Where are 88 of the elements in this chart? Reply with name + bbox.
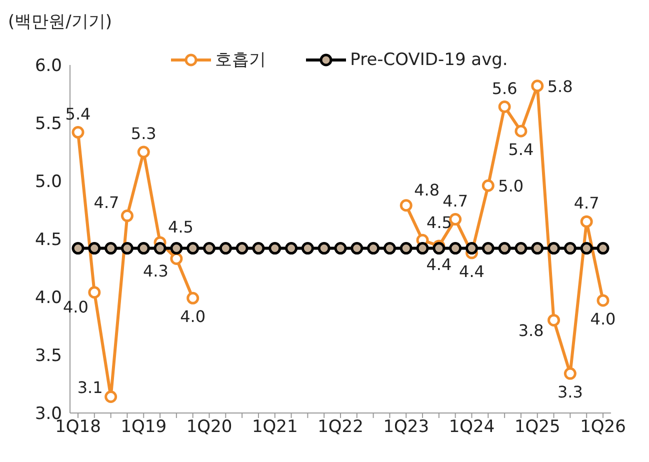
y-tick-label: 5.0 xyxy=(34,172,62,192)
point xyxy=(514,124,528,138)
point xyxy=(252,242,265,255)
x-tick-label: 1Q26 xyxy=(580,417,626,438)
point xyxy=(416,242,429,255)
point xyxy=(514,242,528,255)
point xyxy=(498,242,511,255)
data-label: 3.8 xyxy=(518,321,544,340)
x-tick-label: 1Q22 xyxy=(318,417,364,438)
point xyxy=(120,242,134,255)
x-tick-label: 1Q19 xyxy=(120,417,167,438)
data-label: 4.7 xyxy=(442,191,468,210)
point xyxy=(137,146,150,158)
data-label: 5.3 xyxy=(130,124,156,143)
data-label: 4.5 xyxy=(426,213,452,232)
point xyxy=(432,242,446,255)
y-tick-label: 5.5 xyxy=(34,114,62,134)
point xyxy=(596,242,610,255)
point xyxy=(104,242,118,255)
data-label: 4.0 xyxy=(180,307,206,326)
x-tick-label: 1Q23 xyxy=(383,417,430,438)
point xyxy=(186,242,200,255)
y-tick-label: 4.5 xyxy=(34,230,62,250)
point xyxy=(548,314,560,326)
point xyxy=(498,100,511,114)
point xyxy=(449,213,462,226)
point xyxy=(186,292,200,304)
data-label: 4.5 xyxy=(168,217,194,236)
point xyxy=(531,80,544,92)
x-tick-label: 1Q20 xyxy=(186,417,232,438)
point xyxy=(580,242,593,255)
point xyxy=(548,242,560,255)
point xyxy=(170,252,183,265)
legend-label: 호흡기 xyxy=(215,49,266,71)
data-label: 3.3 xyxy=(557,382,583,402)
point xyxy=(137,242,150,255)
data-label: 4.0 xyxy=(590,309,616,328)
point xyxy=(564,367,576,380)
point xyxy=(466,242,478,255)
data-label: 4.0 xyxy=(62,297,88,316)
y-axis-title: (백만원/기기) xyxy=(8,11,112,33)
data-label: 4.4 xyxy=(459,262,484,281)
data-label: 5.0 xyxy=(498,176,524,196)
point xyxy=(268,242,282,255)
x-tick-label: 1Q24 xyxy=(448,417,495,438)
data-label: 5.4 xyxy=(65,104,91,124)
point xyxy=(400,242,412,255)
y-tick-label: 4.0 xyxy=(34,288,62,308)
point xyxy=(104,390,118,404)
data-label: 5.8 xyxy=(547,76,573,96)
point xyxy=(564,242,576,255)
data-label: 4.8 xyxy=(414,180,440,200)
point xyxy=(318,242,330,255)
legend-label: Pre-COVID-19 avg. xyxy=(350,50,508,70)
point xyxy=(482,179,494,192)
data-label: 3.1 xyxy=(77,378,103,397)
point xyxy=(334,242,347,255)
point xyxy=(120,210,134,222)
y-tick-label: 6.0 xyxy=(34,56,62,76)
data-label: 4.7 xyxy=(94,192,120,212)
point xyxy=(236,242,248,255)
point xyxy=(88,286,101,299)
y-tick-label: 3.5 xyxy=(34,346,62,366)
point xyxy=(531,242,544,255)
point xyxy=(170,242,183,255)
point xyxy=(367,242,380,255)
point xyxy=(383,242,396,255)
point xyxy=(88,242,101,255)
data-label: 5.6 xyxy=(492,78,518,98)
x-tick-label: 1Q25 xyxy=(514,417,560,438)
point xyxy=(72,126,84,139)
data-label: 5.4 xyxy=(508,140,534,160)
x-tick-label: 1Q21 xyxy=(252,417,298,438)
point xyxy=(580,215,593,228)
point xyxy=(154,242,166,255)
data-label: 4.3 xyxy=(142,262,168,281)
point xyxy=(285,242,298,255)
data-label: 4.7 xyxy=(574,194,600,213)
point xyxy=(219,242,232,255)
point xyxy=(596,294,610,307)
point xyxy=(400,199,412,212)
point xyxy=(449,242,462,255)
point xyxy=(482,242,494,255)
point xyxy=(301,242,314,255)
data-label: 4.4 xyxy=(426,254,452,274)
point xyxy=(203,242,216,255)
point xyxy=(350,242,364,255)
point xyxy=(72,242,84,255)
